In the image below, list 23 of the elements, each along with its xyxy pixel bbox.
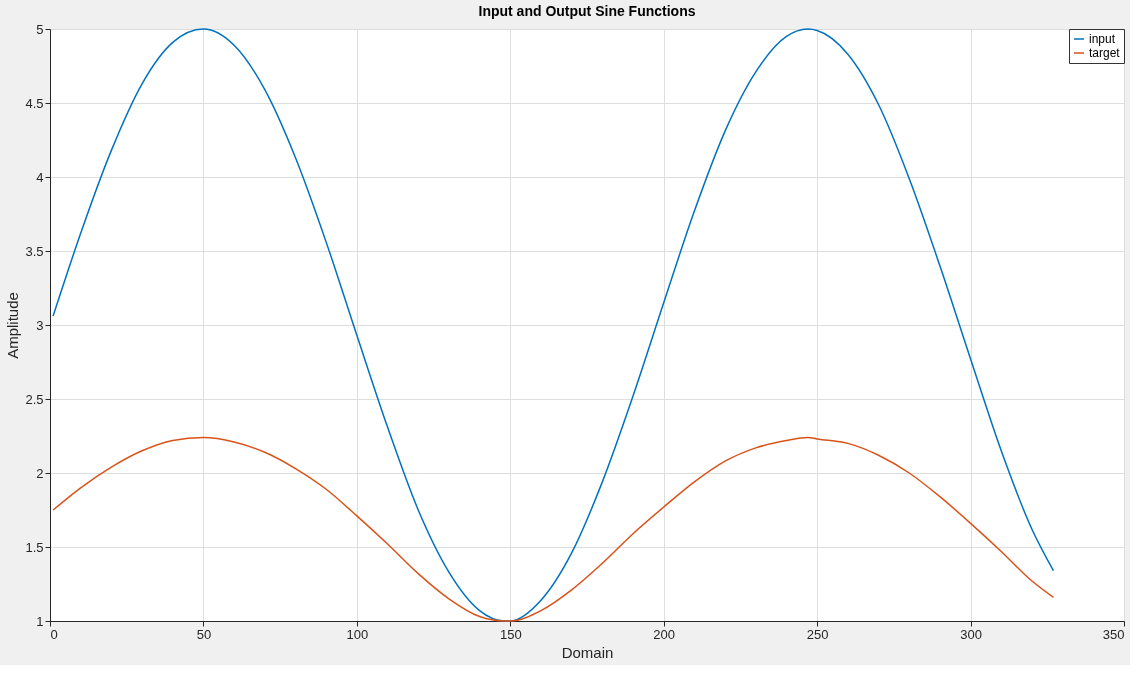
x-tick-label: 200 bbox=[653, 626, 676, 642]
y-tick-label: 2 bbox=[36, 465, 44, 481]
legend-label: input bbox=[1089, 32, 1116, 46]
x-tick-label: 300 bbox=[960, 626, 982, 642]
y-tick-label: 3 bbox=[36, 317, 44, 333]
x-tick-label: 100 bbox=[346, 626, 369, 642]
y-tick-label: 4 bbox=[36, 169, 44, 185]
y-tick-label: 4.5 bbox=[25, 95, 44, 111]
y-tick-label: 1.5 bbox=[25, 539, 44, 555]
x-axis-title: Domain bbox=[561, 643, 614, 661]
y-axis-title: Amplitude bbox=[4, 292, 22, 359]
legend-label: target bbox=[1089, 46, 1121, 60]
y-tick-label: 3.5 bbox=[25, 243, 44, 259]
x-tick-label: 0 bbox=[50, 626, 58, 642]
x-tick-label: 350 bbox=[1102, 626, 1125, 642]
y-tick-label: 5 bbox=[36, 21, 44, 37]
y-tick-label: 1 bbox=[36, 613, 44, 629]
x-tick-label: 250 bbox=[806, 626, 829, 642]
x-tick-label: 50 bbox=[196, 626, 212, 642]
line-series bbox=[52, 436, 1055, 622]
x-tick-label: 150 bbox=[499, 626, 522, 642]
y-tick-label: 2.5 bbox=[25, 391, 44, 407]
chart-title: Input and Output Sine Functions bbox=[478, 3, 696, 19]
